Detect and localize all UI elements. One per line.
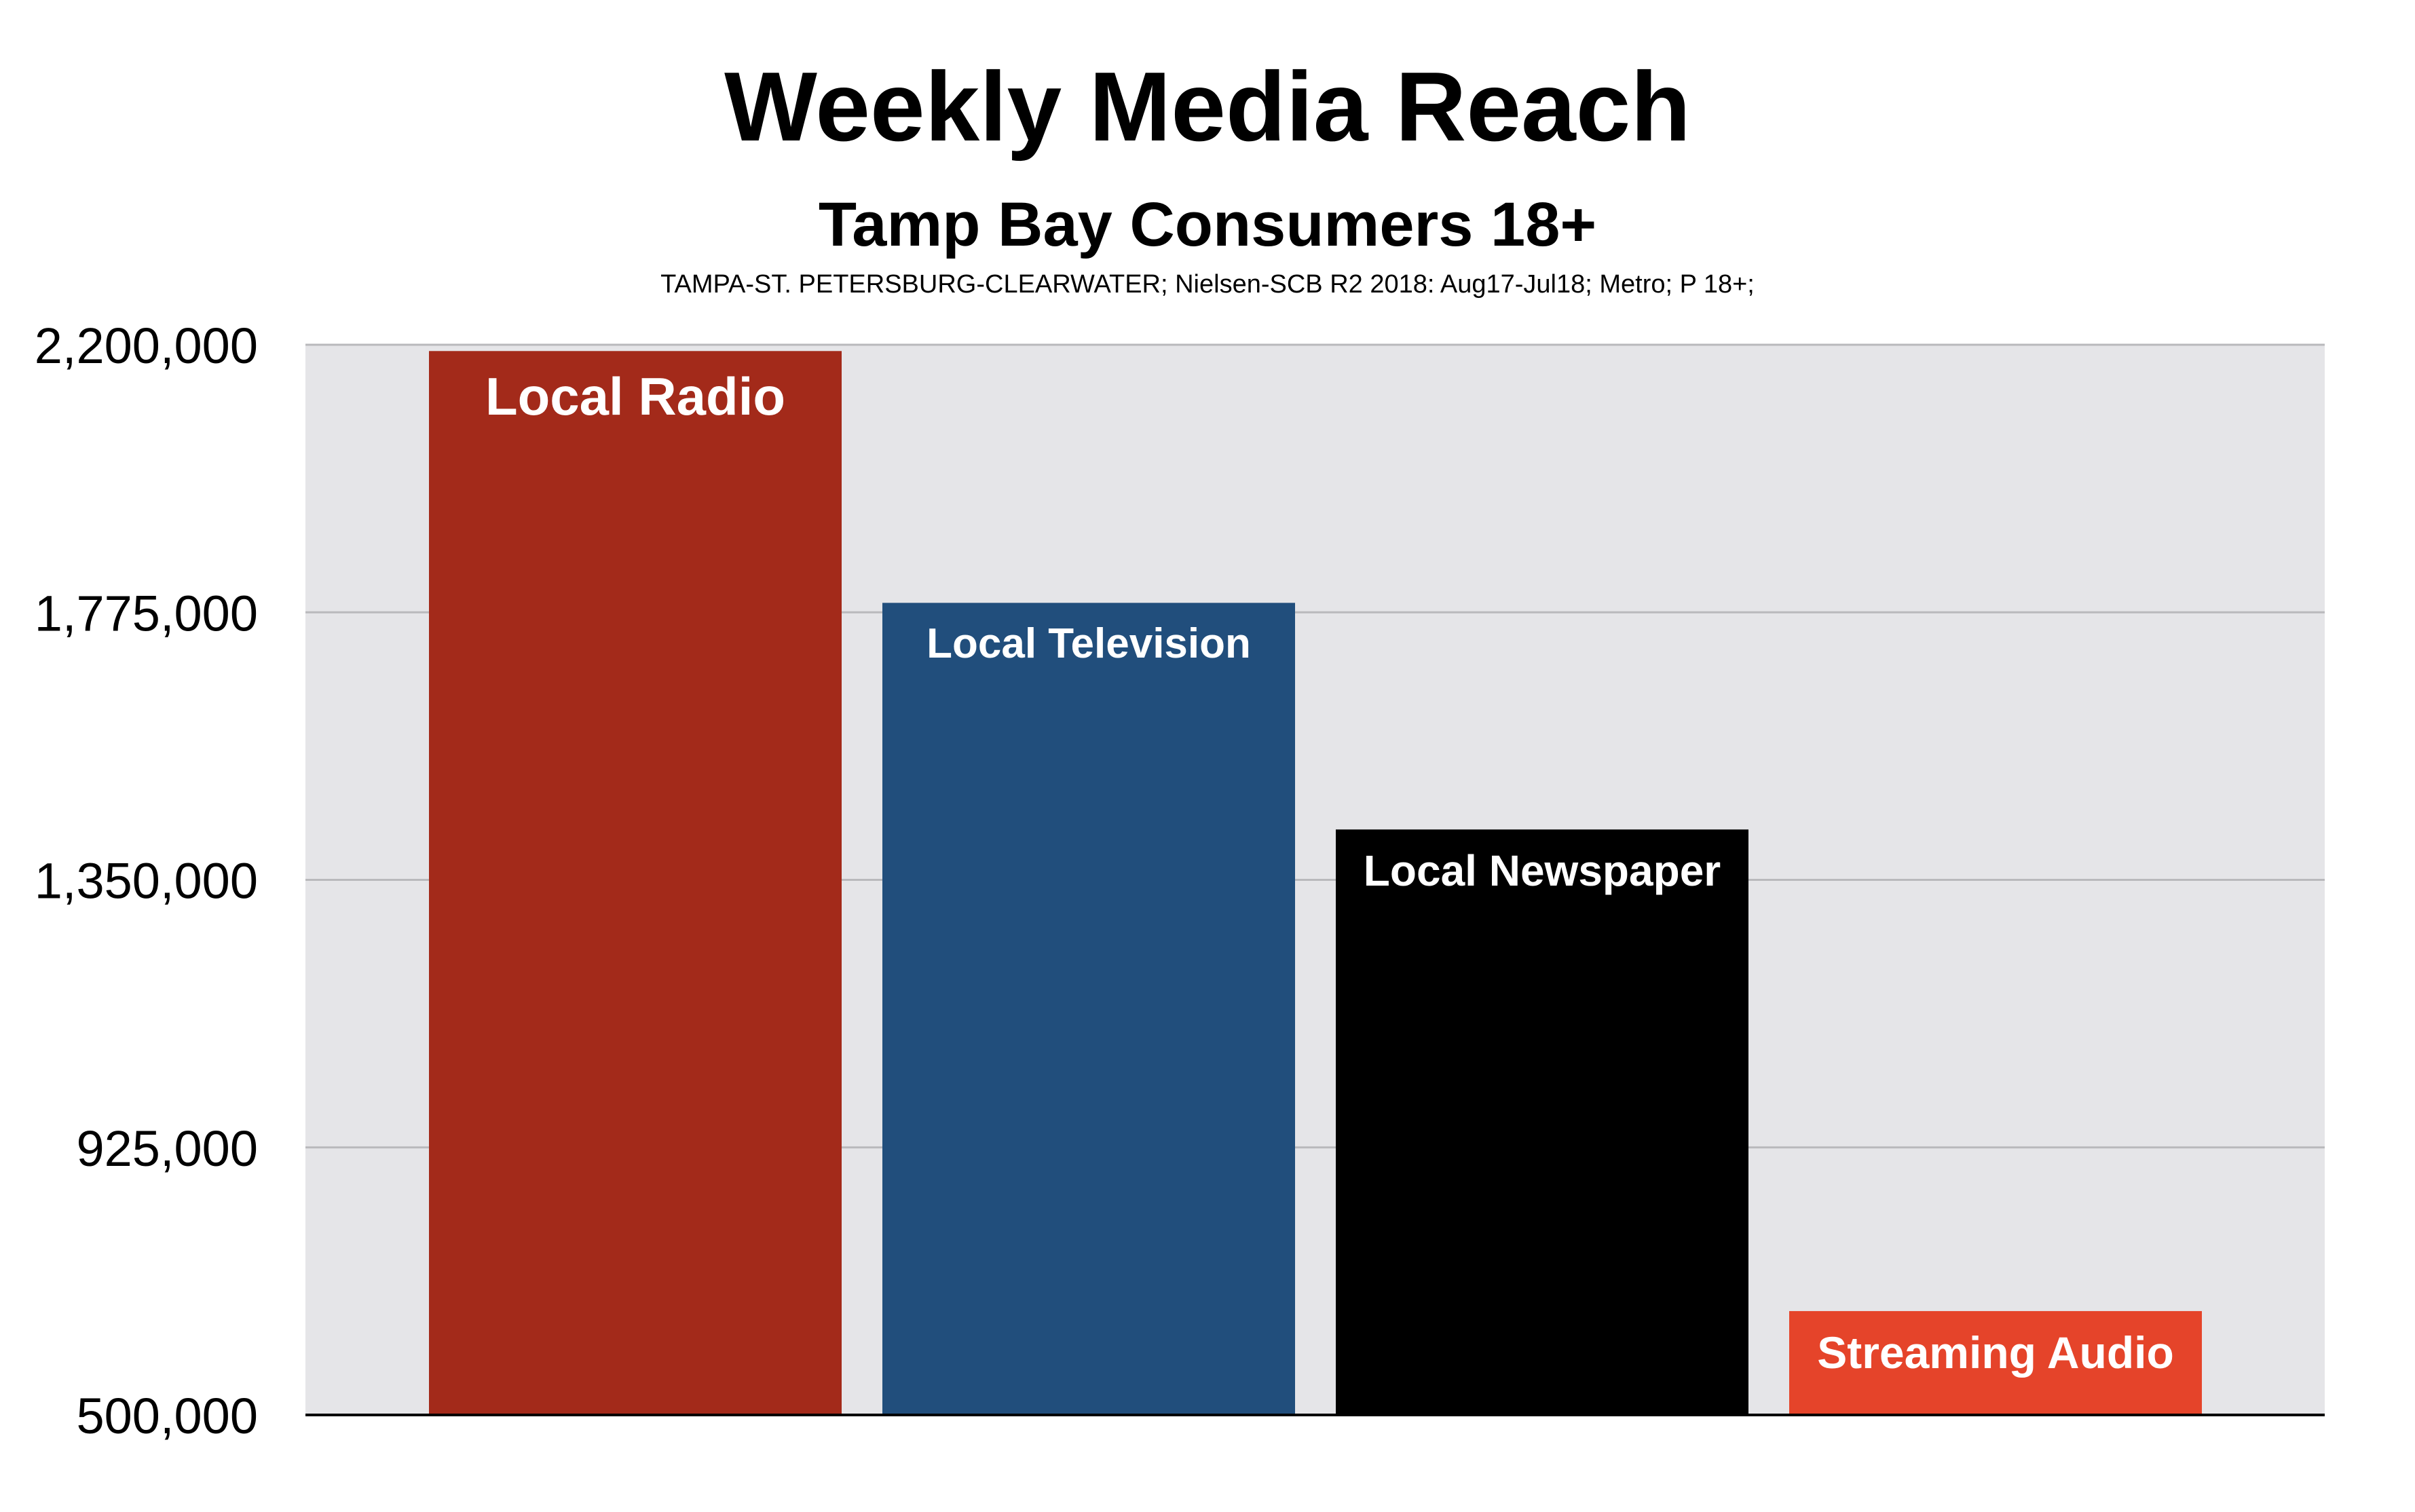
y-tick-label: 2,200,000 <box>35 318 258 374</box>
bar <box>429 351 842 1415</box>
bar-label: Local Television <box>926 620 1251 667</box>
bar <box>1789 1310 2202 1415</box>
chart-title: Weekly Media Reach <box>724 52 1691 162</box>
bar <box>882 603 1295 1416</box>
bar <box>1336 829 1748 1415</box>
y-tick-label: 925,000 <box>77 1120 259 1177</box>
y-tick-label: 1,350,000 <box>35 853 258 909</box>
bar-label: Local Newspaper <box>1364 846 1721 895</box>
y-tick-label: 1,775,000 <box>35 585 258 641</box>
y-tick-label: 500,000 <box>77 1388 259 1444</box>
bar-label: Streaming Audio <box>1817 1327 2174 1378</box>
bar-label: Local Radio <box>485 366 785 426</box>
chart-subtitle: Tamp Bay Consumers 18+ <box>818 190 1597 259</box>
source-note: TAMPA-ST. PETERSBURG-CLEARWATER; Nielsen… <box>660 270 1755 299</box>
